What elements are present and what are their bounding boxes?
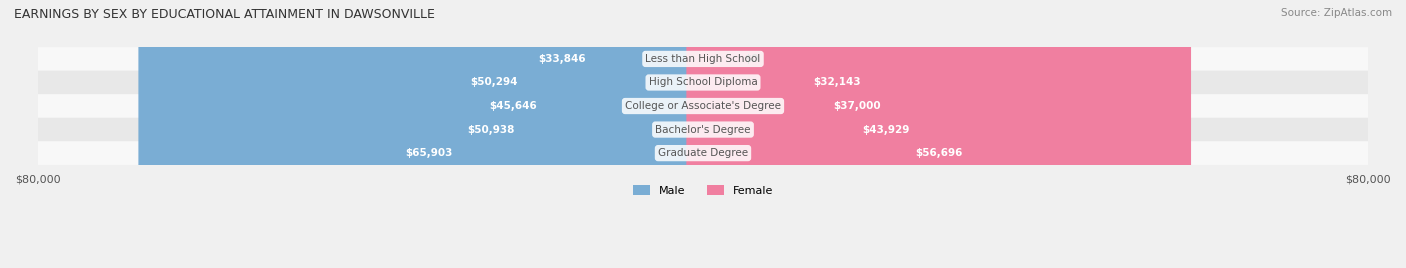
- Text: $43,929: $43,929: [862, 125, 910, 135]
- FancyBboxPatch shape: [263, 0, 720, 268]
- FancyBboxPatch shape: [686, 0, 1028, 268]
- FancyBboxPatch shape: [686, 0, 1085, 268]
- FancyBboxPatch shape: [686, 0, 987, 268]
- FancyBboxPatch shape: [269, 0, 720, 268]
- FancyBboxPatch shape: [38, 118, 1368, 141]
- Text: Bachelor's Degree: Bachelor's Degree: [655, 125, 751, 135]
- Text: EARNINGS BY SEX BY EDUCATIONAL ATTAINMENT IN DAWSONVILLE: EARNINGS BY SEX BY EDUCATIONAL ATTAINMEN…: [14, 8, 434, 21]
- FancyBboxPatch shape: [307, 0, 720, 268]
- FancyBboxPatch shape: [405, 0, 720, 268]
- Text: $50,938: $50,938: [468, 125, 515, 135]
- Text: Graduate Degree: Graduate Degree: [658, 148, 748, 158]
- Text: $32,143: $32,143: [813, 77, 860, 87]
- Legend: Male, Female: Male, Female: [628, 181, 778, 200]
- Text: High School Diploma: High School Diploma: [648, 77, 758, 87]
- FancyBboxPatch shape: [38, 71, 1368, 94]
- Text: $45,646: $45,646: [489, 101, 537, 111]
- Text: $65,903: $65,903: [405, 148, 453, 158]
- Text: $56,696: $56,696: [915, 148, 962, 158]
- Text: $37,000: $37,000: [832, 101, 880, 111]
- Text: Less than High School: Less than High School: [645, 54, 761, 64]
- FancyBboxPatch shape: [38, 94, 1368, 118]
- Text: College or Associate's Degree: College or Associate's Degree: [626, 101, 780, 111]
- FancyBboxPatch shape: [686, 0, 1191, 268]
- FancyBboxPatch shape: [38, 47, 1368, 71]
- Text: $33,846: $33,846: [538, 54, 586, 64]
- Text: $0: $0: [745, 54, 759, 64]
- Text: Source: ZipAtlas.com: Source: ZipAtlas.com: [1281, 8, 1392, 18]
- FancyBboxPatch shape: [38, 141, 1368, 165]
- FancyBboxPatch shape: [138, 0, 720, 268]
- Text: $50,294: $50,294: [470, 77, 517, 87]
